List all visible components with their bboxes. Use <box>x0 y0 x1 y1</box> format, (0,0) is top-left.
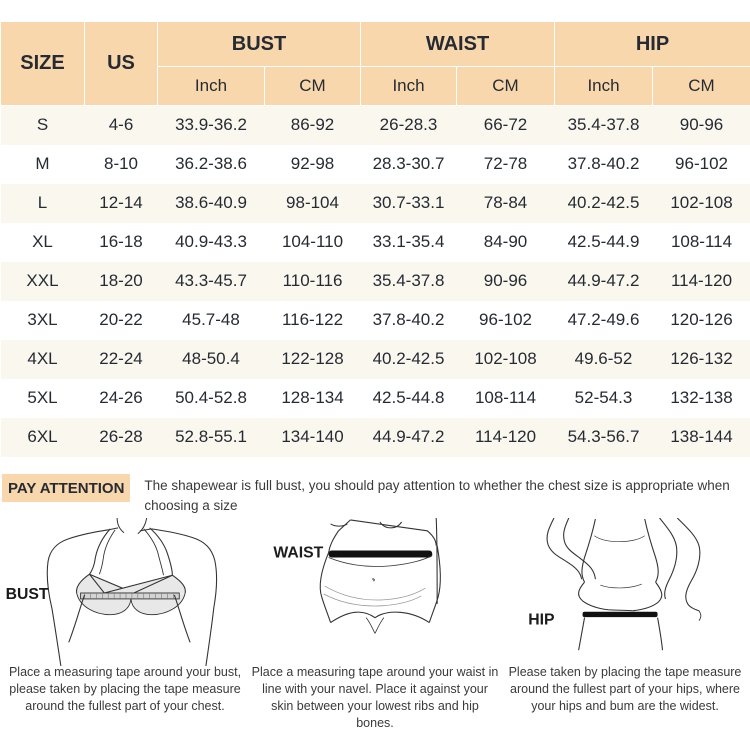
svg-text:BUST: BUST <box>6 586 49 603</box>
svg-text:WAIST: WAIST <box>273 544 323 561</box>
svg-text:HIP: HIP <box>528 612 554 629</box>
